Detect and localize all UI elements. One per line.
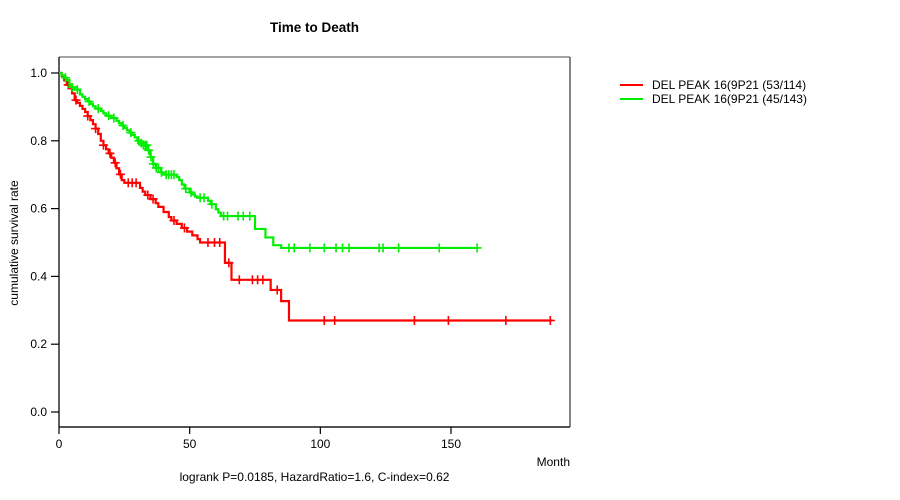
y-tick-label: 0.4	[30, 269, 47, 283]
x-tick-label: 0	[56, 437, 63, 451]
survival-curve-red	[59, 71, 552, 322]
legend-line-sample-red	[620, 84, 643, 86]
legend: DEL PEAK 16(9P21 (53/114) DEL PEAK 16(9P…	[620, 78, 807, 106]
legend-label-green: DEL PEAK 16(9P21 (45/143)	[652, 92, 807, 106]
legend-line-sample-green	[620, 98, 643, 100]
y-tick-label: 0.8	[30, 134, 47, 148]
legend-label-red: DEL PEAK 16(9P21 (53/114)	[652, 78, 807, 92]
y-tick-label: 0.6	[30, 202, 47, 216]
y-tick-label: 0.2	[30, 337, 47, 351]
y-tick-label: 0.0	[30, 405, 47, 419]
x-tick-label: 50	[183, 437, 197, 451]
legend-item-green: DEL PEAK 16(9P21 (45/143)	[620, 92, 807, 106]
x-axis-label: Month	[536, 455, 570, 469]
legend-item-red: DEL PEAK 16(9P21 (53/114)	[620, 78, 807, 92]
stats-annotation: logrank P=0.0185, HazardRatio=1.6, C-ind…	[179, 470, 450, 484]
survival-curve-green	[59, 71, 478, 250]
x-tick-label: 100	[310, 437, 330, 451]
chart-title: Time to Death	[269, 20, 359, 35]
x-tick-label: 150	[441, 437, 461, 451]
y-tick-label: 1.0	[30, 66, 47, 80]
